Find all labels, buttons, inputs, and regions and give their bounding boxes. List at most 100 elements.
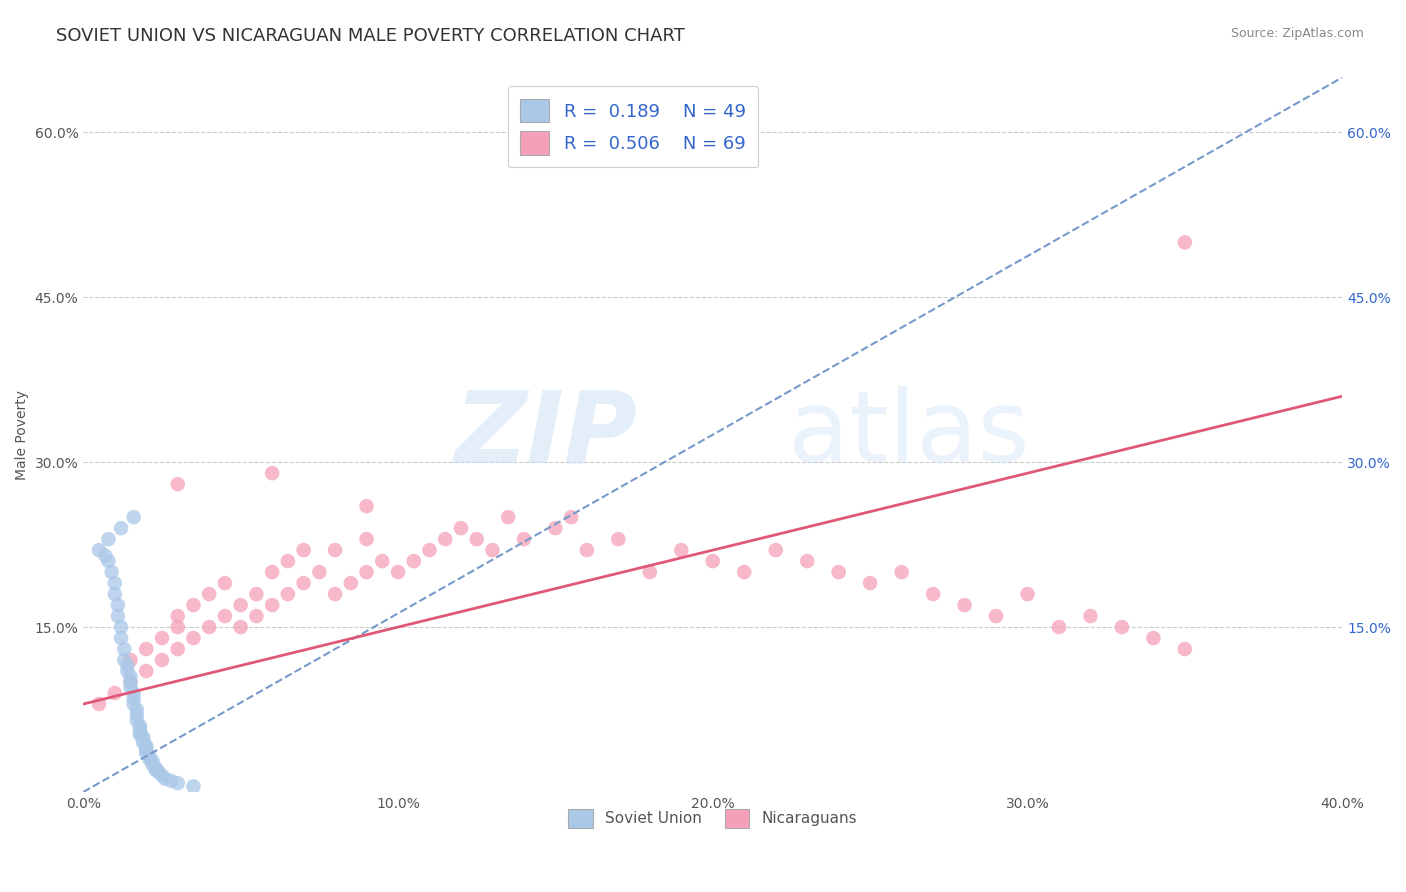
Point [104, 576, 127, 591]
Point [418, 543, 440, 558]
Point [183, 631, 205, 645]
Point [110, 521, 132, 535]
Point [340, 576, 363, 591]
Point [356, 499, 378, 513]
Point [214, 609, 236, 624]
Point [135, 747, 157, 761]
Point [110, 631, 132, 645]
Point [122, 697, 145, 711]
Point [117, 664, 139, 678]
Point [110, 620, 132, 634]
Point [1111, 620, 1133, 634]
Point [135, 741, 157, 756]
Point [120, 653, 142, 667]
Point [145, 763, 167, 777]
Point [112, 653, 135, 667]
Point [859, 576, 882, 591]
Point [1047, 620, 1070, 634]
Point [277, 587, 299, 601]
Point [575, 543, 598, 558]
Point [120, 675, 142, 690]
Point [796, 554, 818, 568]
Point [765, 543, 787, 558]
Point [638, 565, 661, 579]
Point [166, 776, 188, 790]
Point [262, 466, 284, 480]
Point [107, 609, 129, 624]
Point [104, 686, 127, 700]
Point [1174, 642, 1197, 657]
Point [150, 631, 173, 645]
Point [229, 598, 252, 612]
Point [97, 532, 120, 546]
Point [827, 565, 849, 579]
Point [145, 761, 167, 775]
Point [117, 658, 139, 673]
Point [122, 691, 145, 706]
Point [890, 565, 912, 579]
Point [107, 598, 129, 612]
Point [120, 675, 142, 690]
Point [984, 609, 1007, 624]
Point [607, 532, 630, 546]
Point [135, 739, 157, 753]
Point [323, 543, 346, 558]
Point [292, 576, 315, 591]
Point [387, 565, 409, 579]
Point [496, 510, 519, 524]
Point [323, 587, 346, 601]
Point [129, 721, 152, 735]
Point [135, 642, 157, 657]
Point [97, 554, 120, 568]
Point [104, 587, 127, 601]
Point [122, 686, 145, 700]
Point [87, 543, 110, 558]
Point [434, 532, 457, 546]
Point [100, 565, 122, 579]
Point [87, 697, 110, 711]
Point [94, 549, 117, 563]
Point [356, 532, 378, 546]
Point [120, 669, 142, 683]
Point [214, 576, 236, 591]
Point [513, 532, 536, 546]
Legend: Soviet Union, Nicaraguans: Soviet Union, Nicaraguans [562, 803, 863, 834]
Point [150, 768, 173, 782]
Point [277, 554, 299, 568]
Point [308, 565, 330, 579]
Point [198, 587, 221, 601]
Point [166, 609, 188, 624]
Point [153, 772, 176, 786]
Point [160, 774, 183, 789]
Point [953, 598, 976, 612]
Point [132, 735, 155, 749]
Text: ZIP: ZIP [454, 386, 637, 483]
Point [262, 565, 284, 579]
Point [292, 543, 315, 558]
Point [671, 543, 693, 558]
Point [198, 620, 221, 634]
Point [560, 510, 582, 524]
Point [245, 609, 267, 624]
Point [166, 477, 188, 491]
Point [150, 653, 173, 667]
Point [122, 510, 145, 524]
Point [141, 754, 163, 768]
Point [132, 732, 155, 747]
Text: atlas: atlas [789, 386, 1031, 483]
Point [1174, 235, 1197, 250]
Point [135, 743, 157, 757]
Point [356, 565, 378, 579]
Point [922, 587, 945, 601]
Point [1080, 609, 1102, 624]
Point [371, 554, 394, 568]
Point [733, 565, 755, 579]
Point [120, 681, 142, 695]
Point [465, 532, 488, 546]
Point [1017, 587, 1039, 601]
Point [125, 714, 148, 728]
Point [129, 724, 152, 739]
Point [702, 554, 724, 568]
Text: Source: ZipAtlas.com: Source: ZipAtlas.com [1230, 27, 1364, 40]
Point [125, 708, 148, 723]
